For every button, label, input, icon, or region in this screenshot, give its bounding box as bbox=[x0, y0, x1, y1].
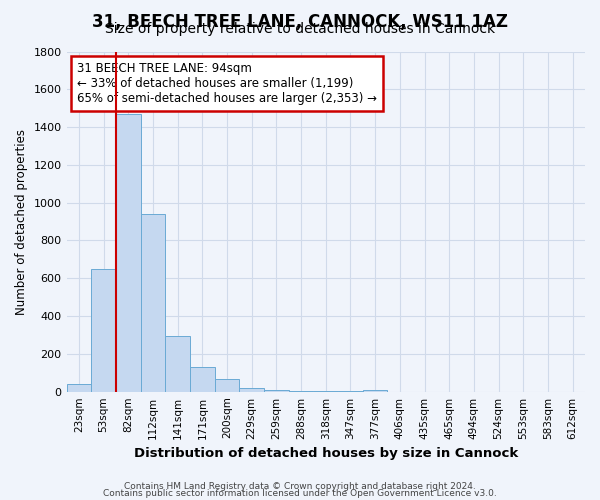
Bar bbox=[313, 391, 338, 392]
Text: Contains public sector information licensed under the Open Government Licence v3: Contains public sector information licen… bbox=[103, 489, 497, 498]
Bar bbox=[91, 269, 116, 392]
Text: 31 BEECH TREE LANE: 94sqm
← 33% of detached houses are smaller (1,199)
65% of se: 31 BEECH TREE LANE: 94sqm ← 33% of detac… bbox=[77, 62, 377, 104]
Bar bbox=[363, 390, 388, 392]
X-axis label: Distribution of detached houses by size in Cannock: Distribution of detached houses by size … bbox=[134, 447, 518, 460]
Text: Size of property relative to detached houses in Cannock: Size of property relative to detached ho… bbox=[105, 22, 495, 36]
Bar bbox=[215, 380, 239, 392]
Bar bbox=[67, 384, 91, 392]
Y-axis label: Number of detached properties: Number of detached properties bbox=[15, 128, 28, 314]
Bar bbox=[338, 391, 363, 392]
Bar bbox=[264, 390, 289, 392]
Bar bbox=[140, 214, 165, 392]
Bar bbox=[116, 114, 140, 392]
Bar bbox=[190, 367, 215, 392]
Bar bbox=[289, 391, 313, 392]
Bar bbox=[165, 336, 190, 392]
Bar bbox=[239, 388, 264, 392]
Text: 31, BEECH TREE LANE, CANNOCK, WS11 1AZ: 31, BEECH TREE LANE, CANNOCK, WS11 1AZ bbox=[92, 12, 508, 30]
Text: Contains HM Land Registry data © Crown copyright and database right 2024.: Contains HM Land Registry data © Crown c… bbox=[124, 482, 476, 491]
